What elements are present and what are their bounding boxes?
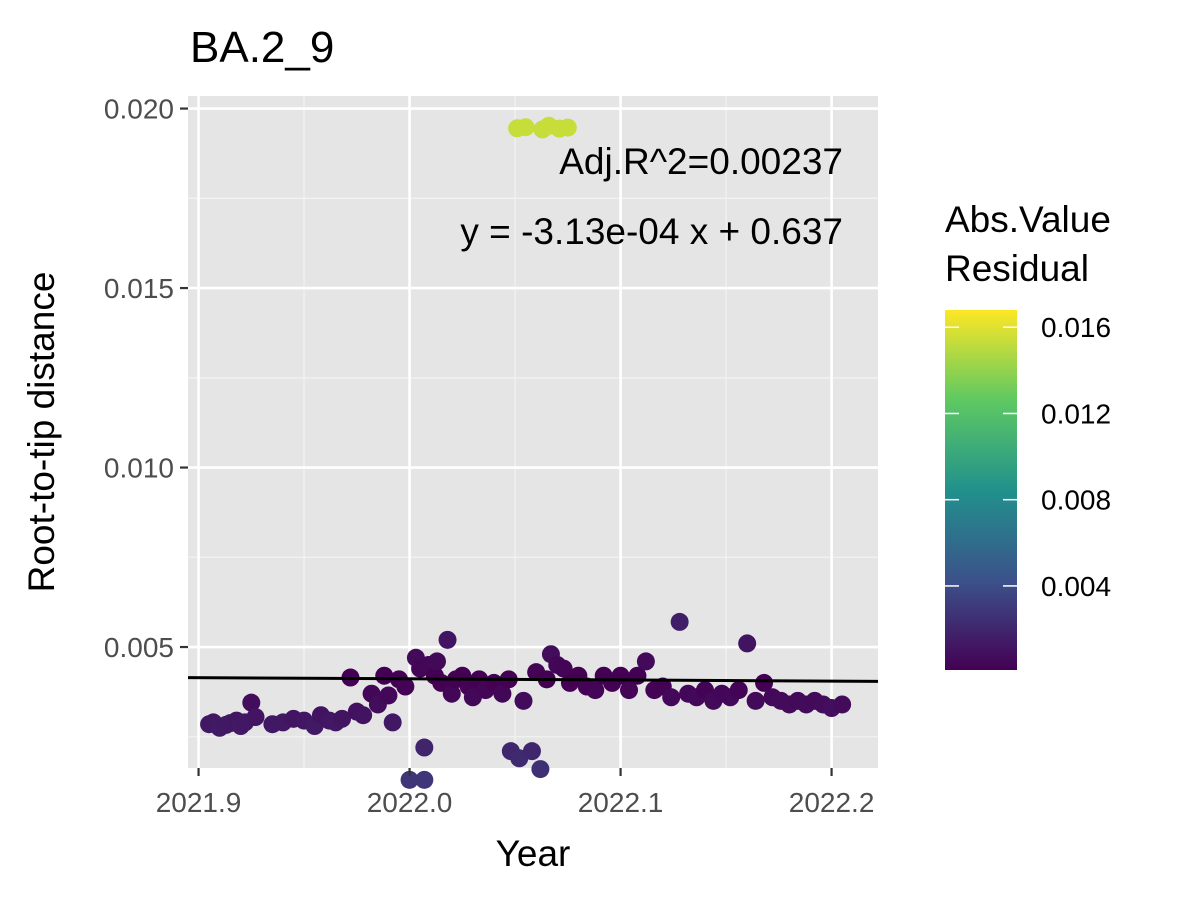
data-point: [662, 688, 681, 707]
legend-title-line-2: Residual: [945, 248, 1089, 289]
data-point: [729, 681, 748, 700]
legend-colorbar: [945, 310, 1017, 670]
data-point: [522, 742, 541, 761]
plot-panel: [188, 96, 878, 768]
data-point: [427, 652, 446, 671]
y-tick-label: 0.010: [104, 453, 174, 484]
x-tick-label: 2022.1: [578, 787, 664, 818]
x-tick-label: 2022.0: [367, 787, 453, 818]
data-point: [670, 612, 689, 631]
data-point: [354, 706, 373, 725]
regression-line: [187, 676, 879, 683]
annotation-equation: y = -3.13e-04 x + 0.637: [460, 211, 843, 252]
legend-tick-label: 0.012: [1041, 398, 1111, 429]
data-point: [554, 659, 573, 678]
data-point: [415, 738, 434, 757]
data-point: [379, 686, 398, 705]
y-tick-label: 0.005: [104, 632, 174, 663]
data-point: [620, 681, 639, 700]
data-point: [531, 760, 550, 779]
data-point: [383, 713, 402, 732]
legend-tick-label: 0.004: [1041, 571, 1111, 602]
minor-gridlines: [188, 96, 878, 768]
data-point: [746, 691, 765, 710]
annotation-adj-r2: Adj.R^2=0.00237: [559, 141, 843, 182]
legend-ticks: 0.004 0.008 0.012 0.016: [945, 312, 1111, 602]
data-point: [400, 770, 419, 789]
data-point: [375, 666, 394, 685]
legend-tick-label: 0.016: [1041, 312, 1111, 343]
data-point: [636, 652, 655, 671]
data-point: [558, 118, 577, 137]
data-point: [246, 708, 265, 727]
data-point: [755, 673, 774, 692]
data-point: [442, 684, 461, 703]
data-point: [396, 677, 415, 696]
color-legend: Abs.Value Residual 0.004 0.008 0.012 0.016: [945, 199, 1111, 670]
chart-title: BA.2_9: [190, 23, 334, 72]
y-axis: 0.005 0.010 0.015 0.020: [104, 94, 188, 663]
data-point: [833, 695, 852, 714]
data-point: [493, 684, 512, 703]
data-point: [514, 691, 533, 710]
data-point: [333, 709, 352, 728]
major-gridlines: [188, 96, 878, 768]
data-point: [415, 770, 434, 789]
y-tick-label: 0.020: [104, 94, 174, 125]
x-axis-title: Year: [496, 833, 571, 874]
x-tick-label: 2022.2: [789, 787, 875, 818]
data-point: [438, 630, 457, 649]
x-axis: 2021.9 2022.0 2022.1 2022.2: [156, 768, 875, 818]
data-point: [738, 634, 757, 653]
data-point: [586, 681, 605, 700]
data-point: [242, 693, 261, 712]
data-point: [516, 118, 535, 137]
x-tick-label: 2021.9: [156, 787, 242, 818]
legend-title-line-1: Abs.Value: [945, 199, 1111, 240]
legend-tick-label: 0.008: [1041, 485, 1111, 516]
y-axis-title: Root-to-tip distance: [21, 272, 62, 593]
y-tick-label: 0.015: [104, 273, 174, 304]
